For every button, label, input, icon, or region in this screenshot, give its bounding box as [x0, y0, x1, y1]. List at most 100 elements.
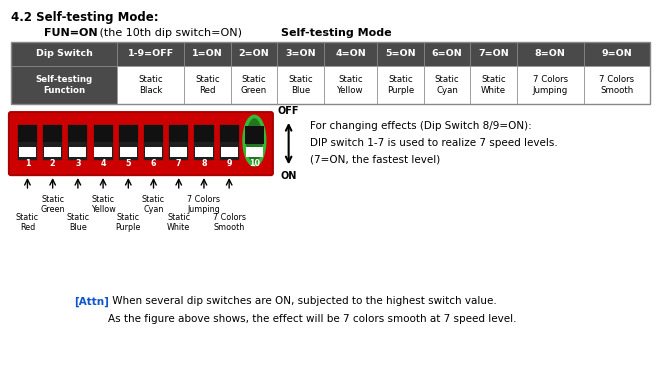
Bar: [424, 42, 471, 66]
Text: 7 Colors
Smooth: 7 Colors Smooth: [600, 75, 635, 95]
Bar: [277, 42, 324, 66]
Text: Static
Yellow: Static Yellow: [91, 195, 116, 214]
Text: Static
Black: Static Black: [138, 75, 163, 95]
Bar: [194, 125, 214, 142]
Text: 5: 5: [126, 159, 131, 168]
Text: 2: 2: [50, 159, 56, 168]
Bar: [424, 66, 471, 104]
Text: 8=ON: 8=ON: [535, 49, 566, 59]
Text: As the figure above shows, the effect will be 7 colors smooth at 7 speed level.: As the figure above shows, the effect wi…: [108, 314, 517, 324]
Text: 4: 4: [100, 159, 106, 168]
Bar: [43, 125, 62, 142]
Bar: [324, 66, 377, 104]
Bar: [231, 42, 277, 66]
Text: 10: 10: [249, 159, 260, 168]
Text: When several dip switches are ON, subjected to the highest switch value.: When several dip switches are ON, subjec…: [109, 296, 497, 306]
Text: (7=ON, the fastest level): (7=ON, the fastest level): [310, 155, 441, 164]
Text: 1-9=OFF: 1-9=OFF: [128, 49, 174, 59]
Bar: [195, 147, 213, 158]
Bar: [584, 66, 650, 104]
Text: FUN=ON: FUN=ON: [44, 28, 98, 38]
Text: Static
Blue: Static Blue: [288, 75, 313, 95]
Bar: [144, 125, 163, 142]
Bar: [219, 125, 239, 160]
Bar: [194, 125, 214, 160]
Bar: [68, 125, 87, 160]
Text: (the 10th dip switch=ON): (the 10th dip switch=ON): [96, 28, 242, 38]
Bar: [246, 147, 263, 158]
FancyBboxPatch shape: [9, 112, 273, 175]
Bar: [93, 125, 112, 142]
Text: ON: ON: [280, 171, 297, 181]
Bar: [11, 42, 118, 66]
Bar: [169, 125, 188, 160]
Bar: [44, 147, 61, 158]
Bar: [471, 66, 517, 104]
Bar: [69, 147, 87, 158]
Bar: [245, 126, 264, 144]
Text: 1=ON: 1=ON: [192, 49, 223, 59]
Bar: [184, 42, 231, 66]
Text: Static
Purple: Static Purple: [387, 75, 414, 95]
Bar: [221, 147, 238, 158]
Text: 9: 9: [227, 159, 232, 168]
Bar: [18, 125, 37, 160]
Text: Static
Cyan: Static Cyan: [435, 75, 459, 95]
Text: Static
Green: Static Green: [241, 75, 267, 95]
Bar: [119, 125, 138, 160]
Text: 7 Colors
Jumping: 7 Colors Jumping: [188, 195, 220, 214]
Bar: [584, 42, 650, 66]
Bar: [231, 66, 277, 104]
Text: 7: 7: [176, 159, 182, 168]
Text: Static
Red: Static Red: [16, 213, 39, 232]
Text: Static
Cyan: Static Cyan: [142, 195, 165, 214]
Ellipse shape: [244, 116, 264, 165]
Text: Static
Yellow: Static Yellow: [337, 75, 364, 95]
Bar: [517, 66, 584, 104]
Bar: [95, 147, 112, 158]
Text: 7 Colors
Smooth: 7 Colors Smooth: [213, 213, 246, 232]
Text: Static
White: Static White: [481, 75, 506, 95]
Text: 8: 8: [201, 159, 207, 168]
Text: Static
Green: Static Green: [40, 195, 65, 214]
Bar: [277, 66, 324, 104]
Text: Static
Blue: Static Blue: [66, 213, 89, 232]
Bar: [517, 42, 584, 66]
Text: 4=ON: 4=ON: [335, 49, 366, 59]
Bar: [119, 125, 138, 142]
Bar: [471, 42, 517, 66]
Text: Static
Purple: Static Purple: [116, 213, 141, 232]
Text: DIP switch 1-7 is used to realize 7 speed levels.: DIP switch 1-7 is used to realize 7 spee…: [310, 138, 558, 148]
Text: Self-testing
Function: Self-testing Function: [36, 75, 93, 95]
Text: Self-testing Mode: Self-testing Mode: [281, 28, 391, 38]
Text: 2=ON: 2=ON: [239, 49, 269, 59]
Bar: [118, 42, 184, 66]
Bar: [11, 66, 118, 104]
Bar: [118, 66, 184, 104]
Bar: [19, 147, 36, 158]
Text: 3: 3: [75, 159, 81, 168]
Text: 5=ON: 5=ON: [385, 49, 416, 59]
Bar: [120, 147, 137, 158]
Text: Static
Red: Static Red: [195, 75, 219, 95]
Text: 6: 6: [151, 159, 156, 168]
Bar: [93, 125, 112, 160]
Bar: [219, 125, 239, 142]
Text: 7=ON: 7=ON: [479, 49, 509, 59]
Bar: [145, 147, 162, 158]
Bar: [170, 147, 187, 158]
Bar: [68, 125, 87, 142]
Text: 4.2 Self-testing Mode:: 4.2 Self-testing Mode:: [11, 11, 159, 24]
Bar: [18, 125, 37, 142]
Text: 9=ON: 9=ON: [602, 49, 632, 59]
Bar: [144, 125, 163, 160]
Bar: [43, 125, 62, 160]
Bar: [324, 42, 377, 66]
Text: For changing effects (Dip Switch 8/9=ON):: For changing effects (Dip Switch 8/9=ON)…: [310, 121, 532, 131]
Text: Dip Switch: Dip Switch: [36, 49, 93, 59]
Bar: [11, 42, 650, 104]
Bar: [169, 125, 188, 142]
Bar: [377, 66, 424, 104]
Text: [Attn]: [Attn]: [74, 296, 109, 307]
Text: 3=ON: 3=ON: [286, 49, 316, 59]
